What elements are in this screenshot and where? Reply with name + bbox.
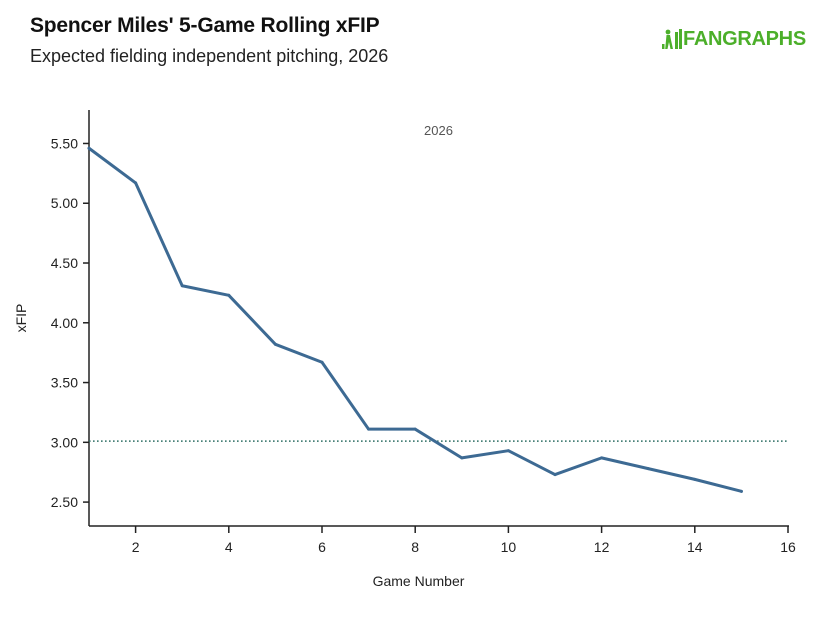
y-axis-label: xFIP xyxy=(13,304,29,333)
x-tick-label: 4 xyxy=(225,539,233,555)
x-tick-label: 14 xyxy=(687,539,703,555)
data-point xyxy=(180,284,184,288)
y-tick-label: 4.50 xyxy=(51,255,78,271)
chart-title: Spencer Miles' 5-Game Rolling xFIP xyxy=(30,14,380,37)
data-point xyxy=(87,146,91,150)
fangraphs-logo-text: FANGRAPHS xyxy=(683,28,806,50)
data-point xyxy=(460,456,464,460)
y-axis-ticks: 2.50 3.00 3.50 4.00 4.50 5.00 5.50 xyxy=(51,135,89,510)
y-tick-label: 2.50 xyxy=(51,494,78,510)
y-tick-label: 4.00 xyxy=(51,315,78,331)
data-point xyxy=(134,181,138,185)
data-point xyxy=(367,427,371,431)
data-point xyxy=(693,477,697,481)
fangraphs-logo: FANGRAPHS xyxy=(662,26,806,52)
y-tick-label: 5.00 xyxy=(51,195,78,211)
data-point xyxy=(413,427,417,431)
data-point xyxy=(600,456,604,460)
chart-subtitle: Expected fielding independent pitching, … xyxy=(30,46,389,66)
series-line-2026 xyxy=(87,146,743,493)
x-tick-label: 6 xyxy=(318,539,326,555)
data-point xyxy=(320,360,324,364)
data-point xyxy=(273,342,277,346)
fangraphs-logo-icon xyxy=(662,29,682,49)
data-point xyxy=(553,473,557,477)
x-axis-ticks: 2 4 6 8 10 12 14 16 xyxy=(132,526,796,555)
x-tick-label: 2 xyxy=(132,539,140,555)
y-tick-label: 3.00 xyxy=(51,434,78,450)
data-point xyxy=(739,489,743,493)
x-tick-label: 16 xyxy=(780,539,796,555)
x-axis-label: Game Number xyxy=(373,573,465,589)
series-label-2026: 2026 xyxy=(424,123,453,138)
x-tick-label: 12 xyxy=(594,539,610,555)
y-tick-label: 3.50 xyxy=(51,375,78,391)
data-point xyxy=(227,293,231,297)
x-tick-label: 8 xyxy=(411,539,419,555)
series-points xyxy=(87,146,743,493)
x-tick-label: 10 xyxy=(501,539,517,555)
data-point xyxy=(506,449,510,453)
data-point xyxy=(646,467,650,471)
y-tick-label: 5.50 xyxy=(51,135,78,151)
